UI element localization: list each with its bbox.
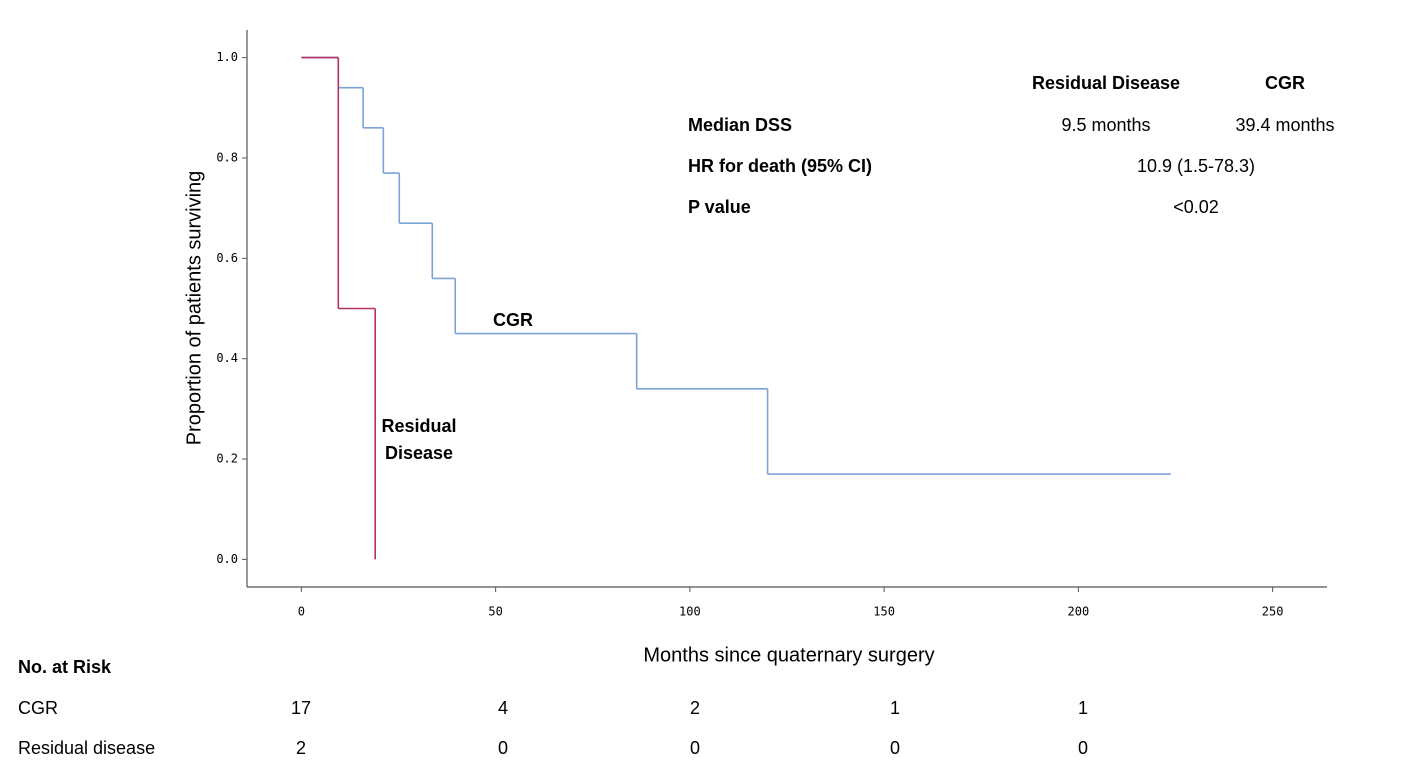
risk-count: 0 — [1078, 738, 1088, 758]
line-label: Disease — [385, 443, 453, 463]
risk-count: 0 — [890, 738, 900, 758]
risk-count: 17 — [291, 698, 311, 718]
stats-header: Residual Disease — [1032, 73, 1180, 93]
stats-cell: <0.02 — [1173, 197, 1219, 217]
y-tick-label: 1.0 — [216, 50, 238, 64]
risk-row-label: Residual disease — [18, 738, 155, 758]
stats-cell: 39.4 months — [1235, 115, 1334, 135]
stats-row-label: HR for death (95% CI) — [688, 156, 872, 176]
risk-count: 1 — [1078, 698, 1088, 718]
x-tick-label: 100 — [679, 605, 701, 619]
stats-cell: 10.9 (1.5-78.3) — [1137, 156, 1255, 176]
x-tick-label: 250 — [1262, 605, 1284, 619]
y-tick-label: 0.6 — [216, 251, 238, 265]
risk-title: No. at Risk — [18, 657, 112, 677]
x-axis-label: Months since quaternary surgery — [643, 644, 934, 666]
stats-header: CGR — [1265, 73, 1305, 93]
y-tick-label: 0.0 — [216, 552, 238, 566]
risk-count: 0 — [690, 738, 700, 758]
stats-cell: 9.5 months — [1061, 115, 1150, 135]
y-tick-label: 0.2 — [216, 452, 238, 466]
line-label: CGR — [493, 310, 533, 330]
risk-count: 4 — [498, 698, 508, 718]
y-axis-label: Proportion of patients surviving — [183, 171, 205, 446]
x-tick-label: 150 — [873, 605, 895, 619]
risk-count: 2 — [296, 738, 306, 758]
x-tick-label: 50 — [488, 605, 502, 619]
x-tick-label: 0 — [298, 605, 305, 619]
stats-row-label: P value — [688, 197, 751, 217]
x-tick-label: 200 — [1068, 605, 1090, 619]
y-tick-label: 0.8 — [216, 150, 238, 164]
line-label: Residual — [381, 416, 456, 436]
y-tick-label: 0.4 — [216, 351, 238, 365]
risk-count: 0 — [498, 738, 508, 758]
stats-row-label: Median DSS — [688, 115, 792, 135]
risk-count: 2 — [690, 698, 700, 718]
risk-row-label: CGR — [18, 698, 58, 718]
risk-count: 1 — [890, 698, 900, 718]
